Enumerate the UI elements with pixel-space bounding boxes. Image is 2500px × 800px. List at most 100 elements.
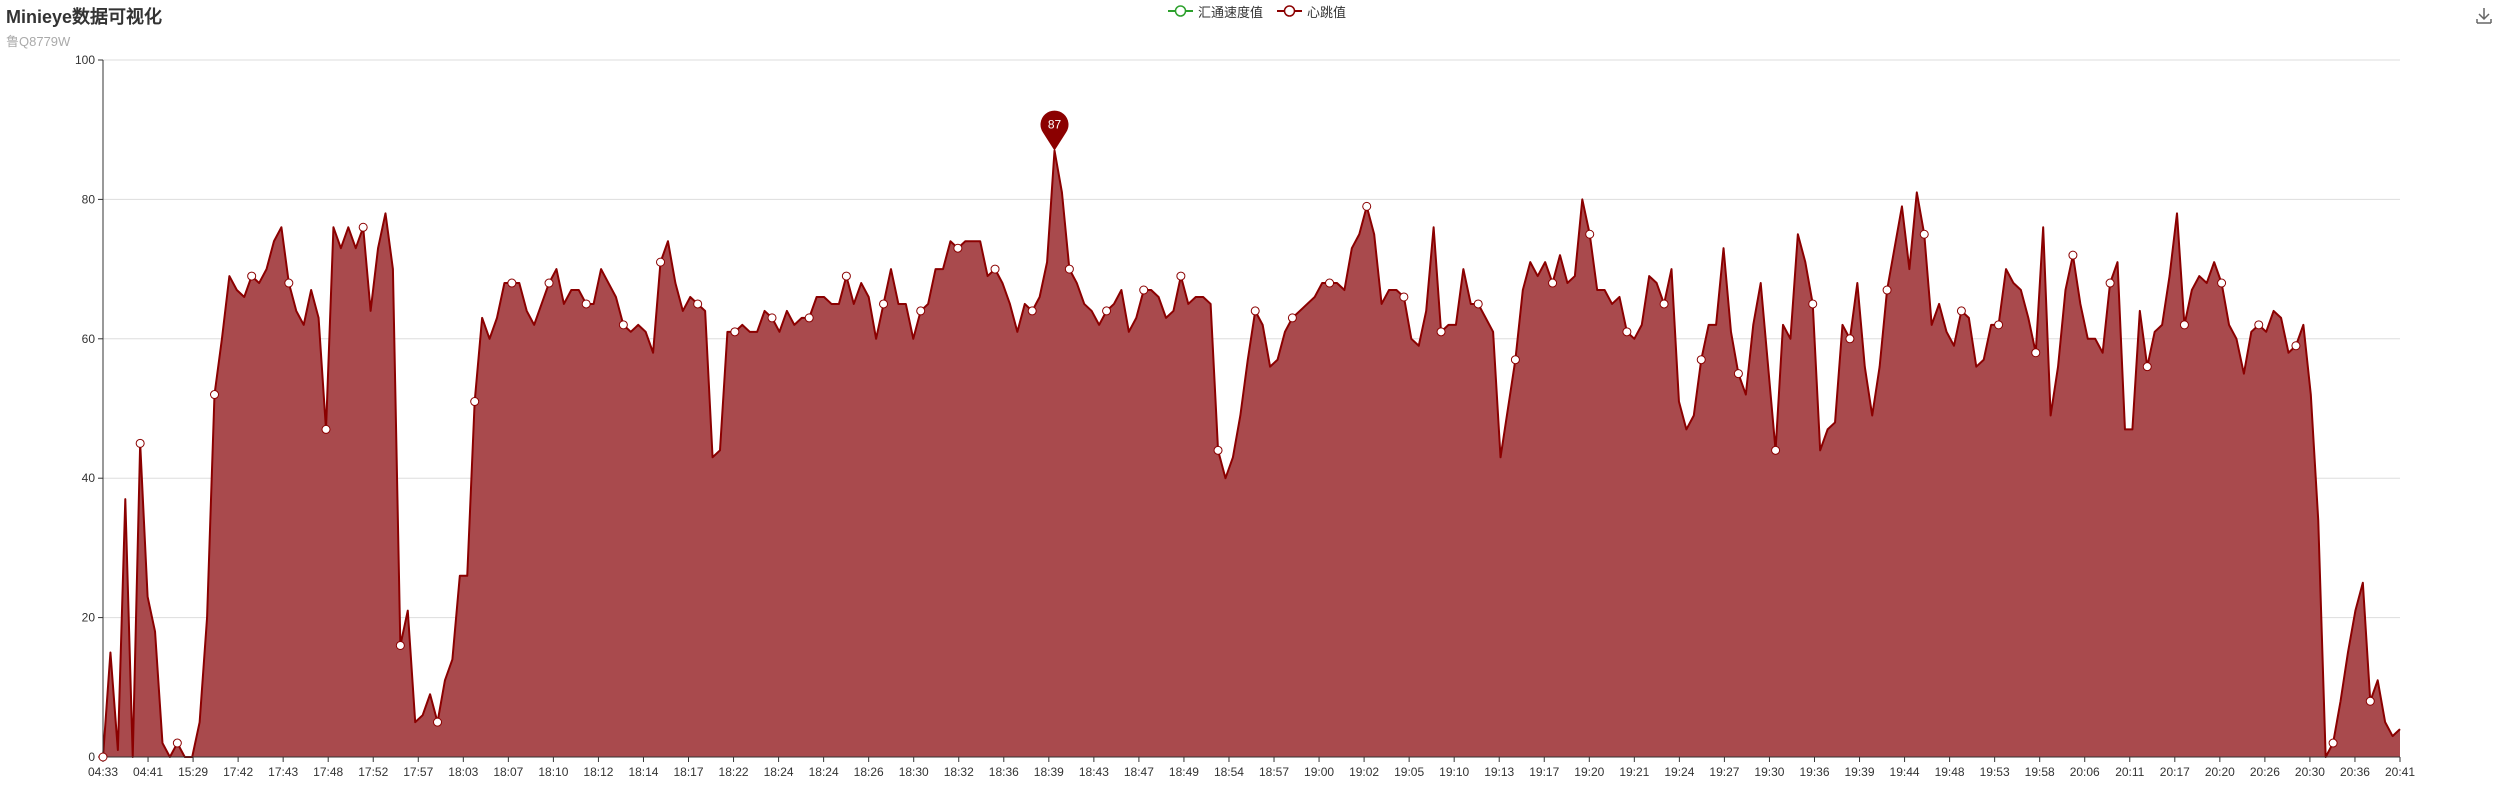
x-tick-label: 19:24 (1664, 765, 1694, 779)
x-tick-label: 18:32 (944, 765, 974, 779)
data-point[interactable] (1325, 278, 1335, 288)
data-point[interactable] (1102, 306, 1112, 316)
data-point[interactable] (433, 717, 443, 727)
data-point[interactable] (1696, 355, 1706, 365)
data-point[interactable] (767, 313, 777, 323)
data-point[interactable] (730, 327, 740, 337)
data-point[interactable] (1064, 264, 1074, 274)
download-icon[interactable] (2474, 6, 2494, 26)
legend-item-flow[interactable]: 汇通速度值 (1168, 2, 1263, 21)
data-point[interactable] (1436, 327, 1446, 337)
x-tick-label: 19:44 (1890, 765, 1920, 779)
legend-line-circle-icon (1168, 5, 1193, 17)
data-point[interactable] (1473, 299, 1483, 309)
data-point[interactable] (1622, 327, 1632, 337)
data-point[interactable] (358, 222, 368, 232)
series-line-heart (102, 149, 2401, 758)
data-point[interactable] (1213, 445, 1223, 455)
x-tick-label: 17:43 (268, 765, 298, 779)
data-point[interactable] (1771, 445, 1781, 455)
series-points (98, 201, 2375, 762)
data-point[interactable] (618, 320, 628, 330)
x-tick-label: 18:10 (538, 765, 568, 779)
data-point[interactable] (2328, 738, 2338, 748)
x-tick-label: 19:53 (1980, 765, 2010, 779)
data-point[interactable] (693, 299, 703, 309)
x-tick-label: 19:58 (2025, 765, 2055, 779)
x-tick-label: 19:17 (1529, 765, 1559, 779)
data-point[interactable] (804, 313, 814, 323)
data-point[interactable] (2291, 341, 2301, 351)
legend-label-heart: 心跳值 (1307, 4, 1347, 20)
x-tick-label: 20:30 (2295, 765, 2325, 779)
x-tick-label: 18:47 (1124, 765, 1154, 779)
data-point[interactable] (544, 278, 554, 288)
data-point[interactable] (2142, 362, 2152, 372)
data-point[interactable] (1399, 292, 1409, 302)
data-point[interactable] (1956, 306, 1966, 316)
data-point[interactable] (916, 306, 926, 316)
x-tick-label: 18:36 (989, 765, 1019, 779)
x-tick-label: 18:26 (854, 765, 884, 779)
data-point[interactable] (1733, 369, 1743, 379)
data-point[interactable] (879, 299, 889, 309)
x-tick-label: 18:24 (764, 765, 794, 779)
data-point[interactable] (98, 752, 108, 762)
data-point[interactable] (2068, 250, 2078, 260)
data-point[interactable] (2217, 278, 2227, 288)
x-tick-label: 18:54 (1214, 765, 1244, 779)
data-point[interactable] (841, 271, 851, 281)
data-point[interactable] (1362, 201, 1372, 211)
data-point[interactable] (284, 278, 294, 288)
x-tick-label: 19:02 (1349, 765, 1379, 779)
x-tick-label: 04:41 (133, 765, 163, 779)
data-point[interactable] (1882, 285, 1892, 295)
legend-line-circle-icon (1277, 5, 1303, 17)
y-tick-label: 0 (88, 750, 95, 764)
data-point[interactable] (2365, 696, 2375, 706)
data-point[interactable] (656, 257, 666, 267)
x-tick-label: 19:27 (1709, 765, 1739, 779)
data-point[interactable] (2254, 320, 2264, 330)
data-point[interactable] (1250, 306, 1260, 316)
chart-subtitle: 鲁Q8779W (6, 34, 71, 49)
x-tick-label: 20:06 (2070, 765, 2100, 779)
data-point[interactable] (1845, 334, 1855, 344)
data-point[interactable] (507, 278, 517, 288)
data-point[interactable] (1994, 320, 2004, 330)
data-point[interactable] (2179, 320, 2189, 330)
x-tick-label: 18:17 (673, 765, 703, 779)
data-point[interactable] (395, 640, 405, 650)
data-point[interactable] (1176, 271, 1186, 281)
data-point[interactable] (953, 243, 963, 253)
y-tick-label: 40 (82, 471, 96, 485)
markpoint-pin[interactable] (1040, 110, 1069, 151)
data-point[interactable] (1510, 355, 1520, 365)
data-point[interactable] (1919, 229, 1929, 239)
data-point[interactable] (210, 390, 220, 400)
data-point[interactable] (1139, 285, 1149, 295)
data-point[interactable] (1287, 313, 1297, 323)
data-point[interactable] (2031, 348, 2041, 358)
data-point[interactable] (470, 397, 480, 407)
x-tick-label: 19:10 (1439, 765, 1469, 779)
data-point[interactable] (581, 299, 591, 309)
x-tick-label: 20:36 (2340, 765, 2370, 779)
data-point[interactable] (1027, 306, 1037, 316)
markpoint-label: 87 (1048, 118, 1062, 132)
data-point[interactable] (321, 424, 331, 434)
data-point[interactable] (1808, 299, 1818, 309)
x-tick-label: 18:39 (1034, 765, 1064, 779)
x-tick-label: 19:20 (1574, 765, 1604, 779)
data-point[interactable] (990, 264, 1000, 274)
data-point[interactable] (172, 738, 182, 748)
data-point[interactable] (247, 271, 257, 281)
data-point[interactable] (1659, 299, 1669, 309)
data-point[interactable] (135, 438, 145, 448)
data-point[interactable] (1548, 278, 1558, 288)
data-point[interactable] (2105, 278, 2115, 288)
x-tick-label: 18:57 (1259, 765, 1289, 779)
legend-item-heart[interactable]: 心跳值 (1277, 2, 1346, 21)
data-point[interactable] (1585, 229, 1595, 239)
